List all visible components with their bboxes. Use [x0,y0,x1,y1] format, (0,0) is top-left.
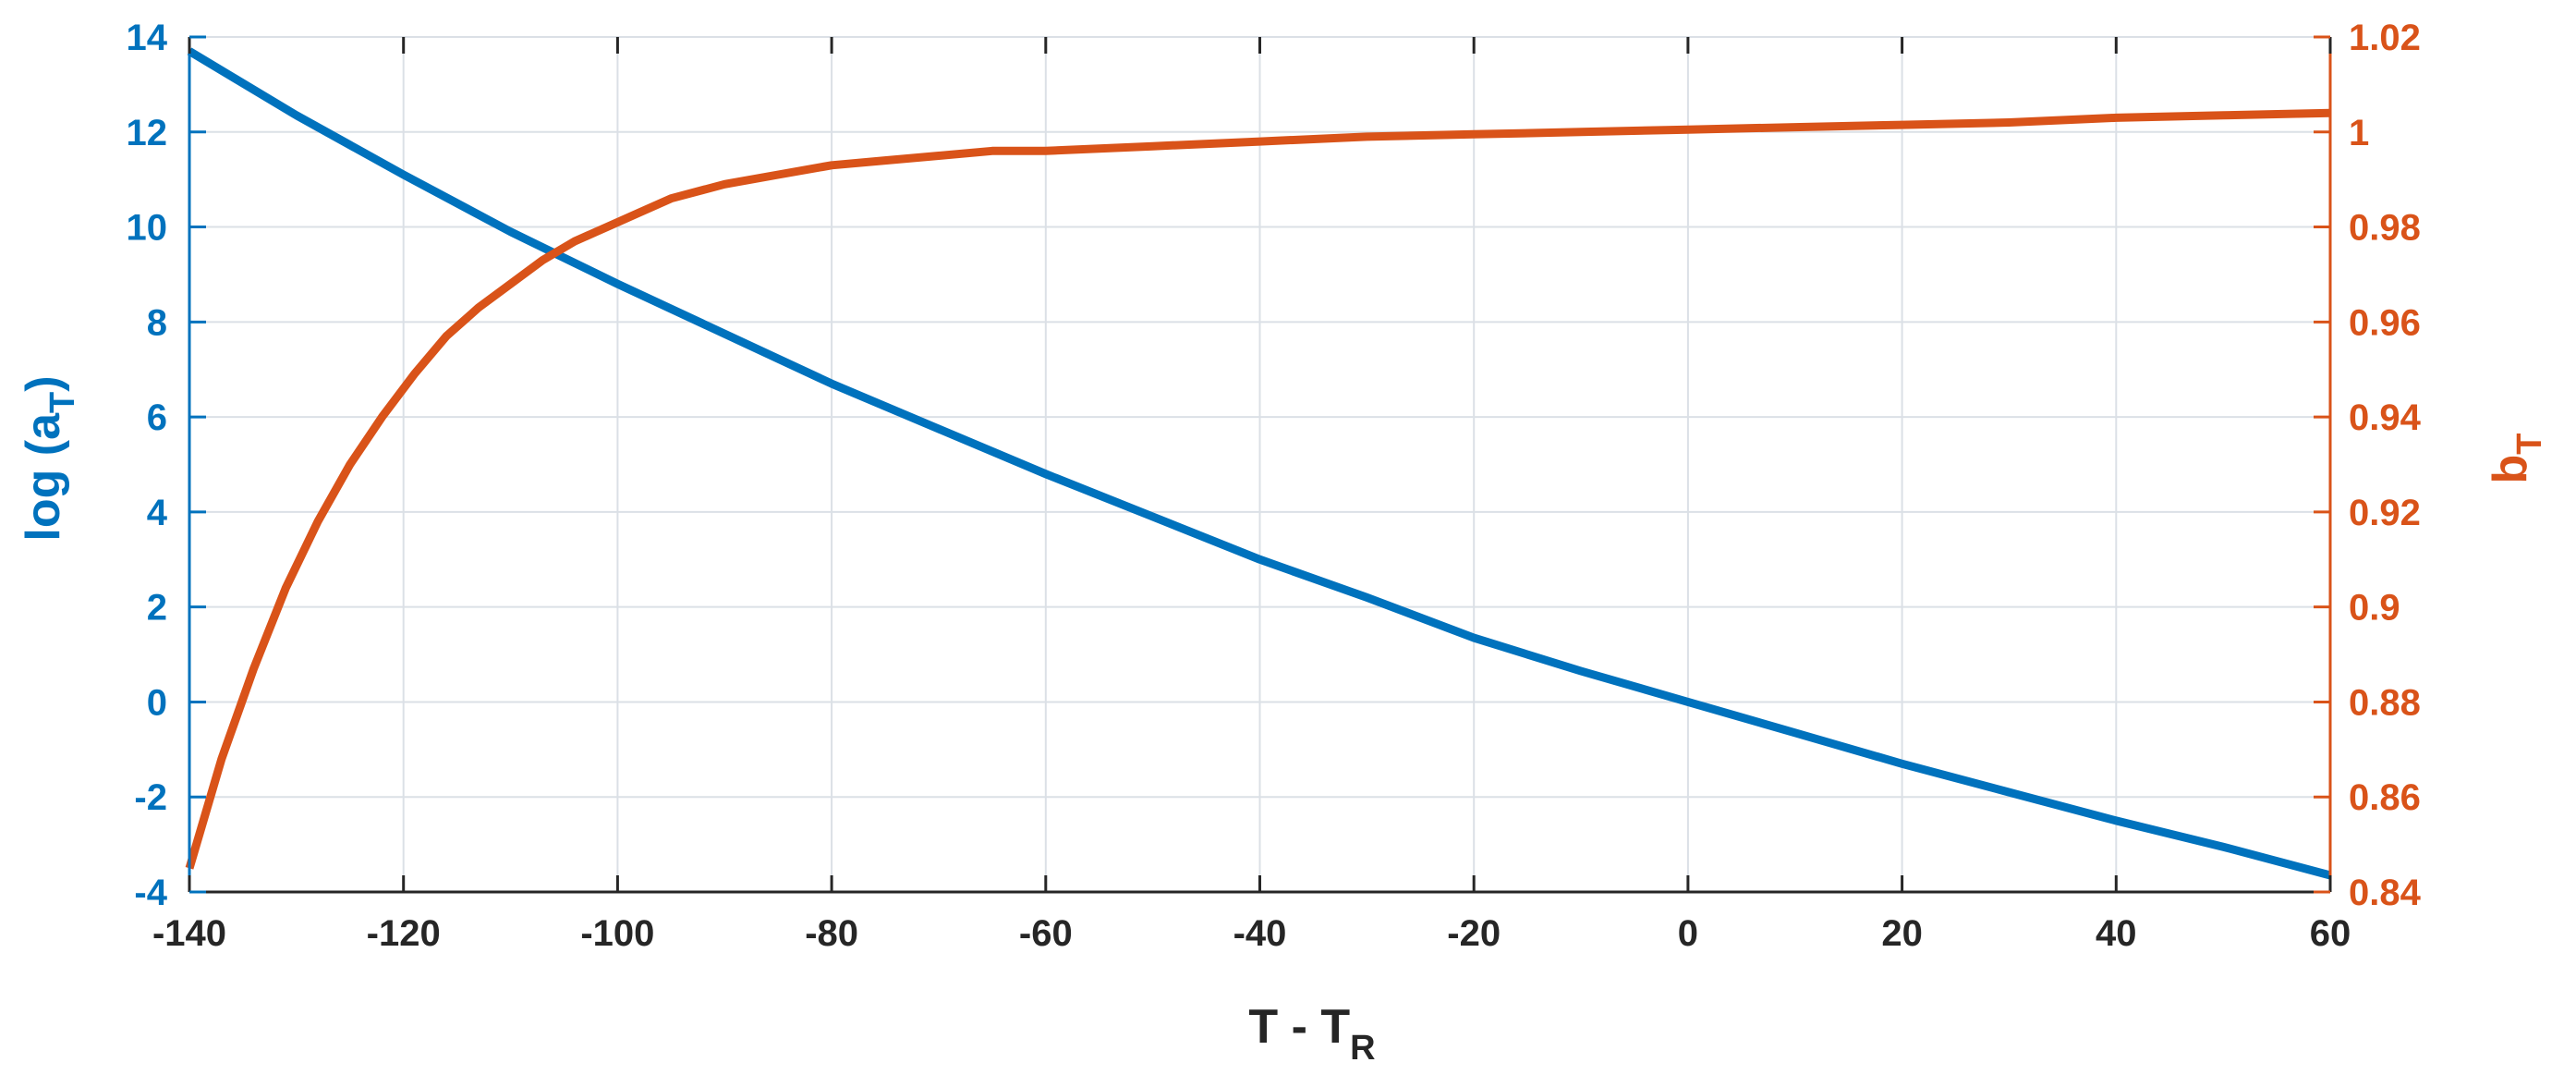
y-right-tick-label: 1.02 [2349,18,2421,58]
y-right-tick-label: 0.98 [2349,208,2421,249]
x-tick-label: 0 [1678,913,1698,954]
x-tick-label: -100 [580,913,654,954]
y-left-tick-label: 0 [147,682,167,723]
y-left-tick-label: 6 [147,397,167,438]
y-right-tick-label: 0.86 [2349,777,2421,818]
x-tick-label: -120 [367,913,441,954]
series-line-bT [185,108,2331,870]
grid-layer [188,36,2331,893]
y-right-tick-label: 0.84 [2349,873,2422,913]
y-right-tick-label: 0.88 [2349,682,2421,723]
y-left-tick-label: 8 [147,302,167,343]
y-left-tick-label: 4 [147,493,168,533]
ticks-layer: -140 -120 -100 -80 -60 -40 -20 0 20 40 60-4-202468… [127,18,2422,954]
series-line-log-aT [187,47,2332,880]
y-left-tick-label: 12 [127,113,168,153]
y-right-tick-label: 0.96 [2349,302,2421,343]
y-left-tick-label: 2 [147,588,167,629]
x-tick-label: 20 [1881,913,1923,954]
x-tick-label: -140 [152,913,226,954]
y-left-tick-label: -2 [134,777,167,818]
x-tick-label: 40 [2096,913,2137,954]
series-layer [185,47,2332,880]
y-axis-right-label: bT [2484,434,2549,484]
y-right-tick-label: 1 [2349,113,2369,153]
x-tick-label: -40 [1233,913,1287,954]
x-tick-label: 60 [2310,913,2351,954]
y-left-tick-label: -4 [134,873,167,913]
x-tick-label: -80 [805,913,858,954]
x-axis-label: T - TR [1248,1000,1375,1068]
x-tick-label: -60 [1019,913,1073,954]
y-right-tick-label: 0.9 [2349,588,2400,629]
y-axis-left-label: log (aT) [17,375,82,541]
y-right-tick-label: 0.94 [2349,397,2422,438]
y-left-tick-label: 14 [127,18,168,58]
y-right-tick-label: 0.92 [2349,493,2421,533]
x-tick-label: -20 [1447,913,1501,954]
y-left-tick-label: 10 [127,208,168,249]
